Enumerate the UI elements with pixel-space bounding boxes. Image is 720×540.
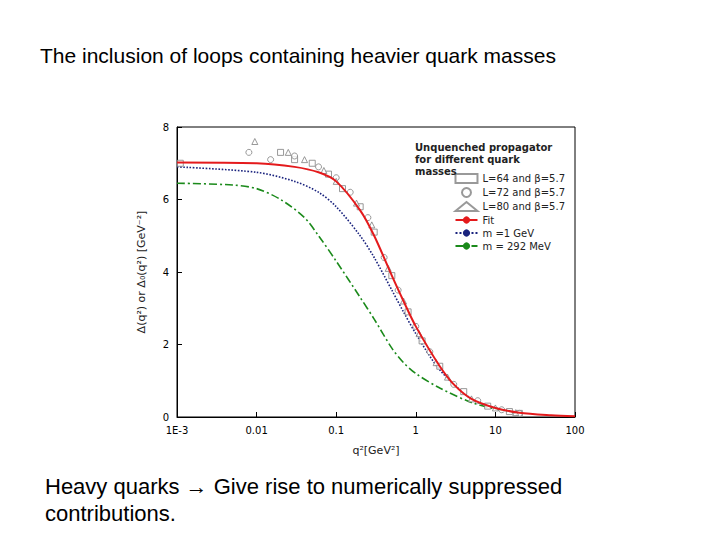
svg-text:2: 2 <box>163 339 169 350</box>
html-text:The inclusion of loops contain: The inclusion of loops containing heavie… <box>40 44 556 67</box>
svg-text:4: 4 <box>163 267 169 278</box>
svg-text:q²[GeV²]: q²[GeV²] <box>352 444 399 457</box>
svg-text:Unquenched propagator: Unquenched propagator <box>415 142 556 153</box>
svg-text:L=64 and β=5.7: L=64 and β=5.7 <box>482 173 565 184</box>
html-text:Heavy quarks → Give rise to nu: Heavy quarks → Give rise to numerically … <box>45 474 563 526</box>
svg-text:1: 1 <box>413 425 419 436</box>
svg-text:L=80 and β=5.7: L=80 and β=5.7 <box>482 201 565 212</box>
svg-text:10: 10 <box>489 425 502 436</box>
svg-text:0.01: 0.01 <box>245 425 267 436</box>
svg-text:8: 8 <box>163 122 169 133</box>
svg-text:Fit: Fit <box>482 215 494 226</box>
svg-text:for different quark: for different quark <box>415 154 523 165</box>
svg-text:Δ(q²) or Δ₀(q²) [GeV⁻²]: Δ(q²) or Δ₀(q²) [GeV⁻²] <box>135 211 148 334</box>
svg-text:0: 0 <box>163 412 169 423</box>
svg-text:6: 6 <box>163 194 169 205</box>
svg-text:masses: masses <box>415 166 457 177</box>
svg-text:100: 100 <box>565 425 584 436</box>
svg-text:m =1 GeV: m =1 GeV <box>482 228 534 239</box>
svg-text:m = 292 MeV: m = 292 MeV <box>482 241 551 252</box>
svg-text:1E-3: 1E-3 <box>166 425 189 436</box>
svg-text:0.1: 0.1 <box>328 425 344 436</box>
svg-text:L=72 and β=5.7: L=72 and β=5.7 <box>482 187 565 198</box>
